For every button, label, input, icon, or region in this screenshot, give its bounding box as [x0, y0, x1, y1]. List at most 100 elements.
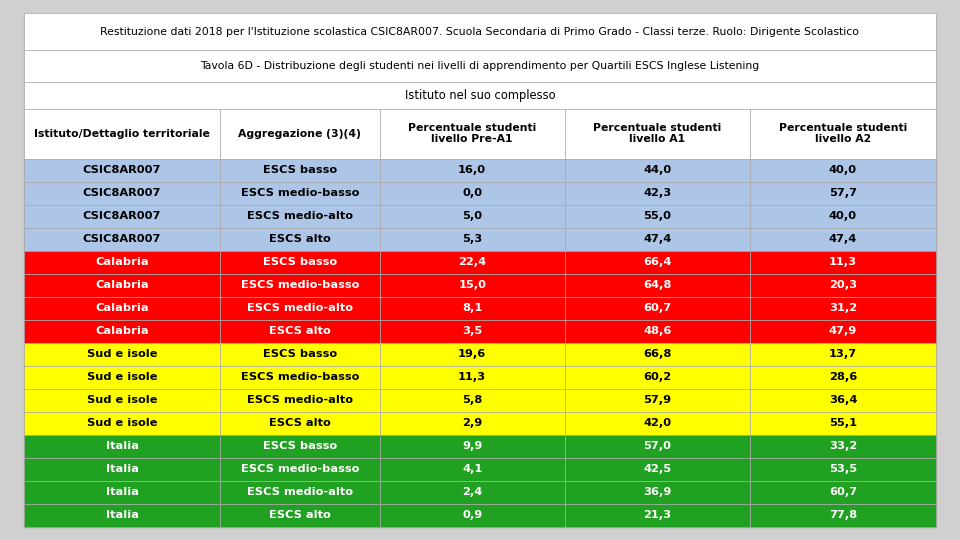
Text: 36,9: 36,9 [643, 487, 672, 497]
Bar [220, 320, 379, 342]
Text: 5,3: 5,3 [462, 234, 482, 244]
Bar [750, 457, 936, 481]
Text: 44,0: 44,0 [643, 165, 671, 176]
Bar [564, 503, 750, 526]
Text: 57,7: 57,7 [829, 188, 857, 198]
Text: 8,1: 8,1 [462, 303, 482, 313]
Bar [564, 389, 750, 411]
Text: 47,4: 47,4 [643, 234, 671, 244]
Bar [564, 159, 750, 182]
Bar [379, 274, 564, 296]
Bar [379, 159, 564, 182]
Bar [220, 503, 379, 526]
Bar [564, 366, 750, 389]
Bar [220, 274, 379, 296]
Bar [379, 366, 564, 389]
Bar [750, 389, 936, 411]
Bar [750, 296, 936, 320]
Bar [750, 411, 936, 435]
Text: ESCS medio-basso: ESCS medio-basso [241, 280, 359, 290]
Text: Italia: Italia [106, 464, 138, 474]
Bar [24, 411, 220, 435]
Text: CSIC8AR007: CSIC8AR007 [83, 211, 161, 221]
Text: 20,3: 20,3 [828, 280, 857, 290]
Bar [24, 296, 220, 320]
Bar [379, 389, 564, 411]
Text: 77,8: 77,8 [828, 510, 857, 520]
Text: 42,0: 42,0 [643, 418, 671, 428]
Text: 55,0: 55,0 [643, 211, 671, 221]
Bar [220, 159, 379, 182]
Text: 15,0: 15,0 [458, 280, 487, 290]
Text: Istituto/Dettaglio territoriale: Istituto/Dettaglio territoriale [35, 129, 210, 139]
Text: Calabria: Calabria [95, 326, 149, 336]
Text: 33,2: 33,2 [828, 441, 857, 451]
Text: 55,1: 55,1 [829, 418, 857, 428]
Text: 36,4: 36,4 [828, 395, 857, 405]
Text: ESCS medio-alto: ESCS medio-alto [247, 487, 353, 497]
Bar [24, 274, 220, 296]
Bar [220, 457, 379, 481]
Bar [564, 274, 750, 296]
Bar [750, 481, 936, 503]
Text: 60,7: 60,7 [643, 303, 671, 313]
Text: CSIC8AR007: CSIC8AR007 [83, 165, 161, 176]
Bar [379, 182, 564, 205]
Text: 57,9: 57,9 [643, 395, 671, 405]
Bar [750, 182, 936, 205]
Bar [564, 320, 750, 342]
Text: 42,3: 42,3 [643, 188, 671, 198]
Text: Calabria: Calabria [95, 280, 149, 290]
Text: 5,0: 5,0 [462, 211, 482, 221]
Bar [750, 342, 936, 366]
Text: 40,0: 40,0 [828, 211, 857, 221]
Bar [220, 389, 379, 411]
Text: 16,0: 16,0 [458, 165, 487, 176]
Text: Italia: Italia [106, 441, 138, 451]
Bar [379, 109, 564, 159]
Text: 42,5: 42,5 [643, 464, 671, 474]
Text: ESCS medio-alto: ESCS medio-alto [247, 395, 353, 405]
Text: 66,8: 66,8 [643, 349, 672, 359]
Bar [24, 435, 220, 457]
Bar [750, 274, 936, 296]
Bar [379, 481, 564, 503]
Bar [220, 228, 379, 251]
Bar [24, 182, 220, 205]
Text: ESCS medio-alto: ESCS medio-alto [247, 211, 353, 221]
Text: Istituto nel suo complesso: Istituto nel suo complesso [405, 89, 555, 102]
Text: 22,4: 22,4 [458, 257, 487, 267]
Text: Percentuale studenti
livello A1: Percentuale studenti livello A1 [593, 123, 722, 145]
Text: 11,3: 11,3 [458, 372, 487, 382]
Bar [220, 481, 379, 503]
Bar [24, 50, 936, 82]
Text: Sud e isole: Sud e isole [86, 372, 157, 382]
Bar [220, 435, 379, 457]
Bar [750, 251, 936, 274]
Text: Aggregazione (3)(4): Aggregazione (3)(4) [238, 129, 361, 139]
Bar [379, 296, 564, 320]
Bar [220, 182, 379, 205]
Bar [24, 503, 220, 526]
Text: Percentuale studenti
livello A2: Percentuale studenti livello A2 [779, 123, 907, 145]
Text: 21,3: 21,3 [643, 510, 671, 520]
Bar [564, 481, 750, 503]
Text: 53,5: 53,5 [828, 464, 857, 474]
Text: 5,8: 5,8 [462, 395, 482, 405]
Text: 2,9: 2,9 [462, 418, 482, 428]
Bar [379, 503, 564, 526]
Text: ESCS medio-basso: ESCS medio-basso [241, 188, 359, 198]
Bar [750, 228, 936, 251]
Bar [564, 435, 750, 457]
Bar [379, 251, 564, 274]
Text: ESCS basso: ESCS basso [263, 257, 337, 267]
Bar [24, 481, 220, 503]
Bar [564, 228, 750, 251]
Bar [750, 205, 936, 228]
Bar [750, 109, 936, 159]
Text: Italia: Italia [106, 487, 138, 497]
Bar [750, 366, 936, 389]
Text: ESCS alto: ESCS alto [269, 418, 331, 428]
Text: Restituzione dati 2018 per l'Istituzione scolastica CSIC8AR007. Scuola Secondari: Restituzione dati 2018 per l'Istituzione… [101, 27, 859, 37]
Bar [220, 342, 379, 366]
